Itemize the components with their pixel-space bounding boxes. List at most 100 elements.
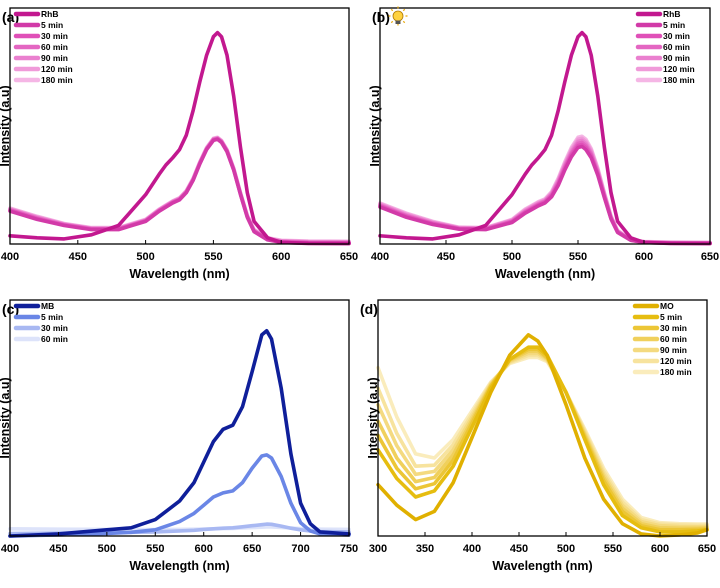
- x-tick-label: 600: [195, 543, 213, 555]
- legend-label: 60 min: [660, 334, 687, 344]
- series-line: [376, 345, 709, 534]
- legend-label: 120 min: [41, 64, 73, 74]
- legend-label: 5 min: [663, 20, 685, 30]
- legend-label: 30 min: [660, 323, 687, 333]
- series-line: [376, 333, 709, 538]
- series-line: [378, 138, 712, 245]
- x-tick-label: 550: [569, 251, 587, 263]
- bulb-glass: [392, 10, 404, 22]
- panel-label: (a): [2, 9, 19, 25]
- legend-label: 180 min: [41, 75, 73, 85]
- x-tick-label: 550: [146, 543, 164, 555]
- legend-label: 60 min: [663, 42, 690, 52]
- series-line: [378, 136, 712, 245]
- x-tick-label: 550: [604, 543, 622, 555]
- series-line: [8, 30, 351, 246]
- legend-label: MO: [660, 301, 674, 311]
- x-tick-label: 450: [49, 543, 67, 555]
- x-tick-label: 650: [243, 543, 261, 555]
- legend-label: MB: [41, 301, 54, 311]
- legend-label: 90 min: [660, 345, 687, 355]
- x-tick-label: 450: [510, 543, 528, 555]
- legend-label: 30 min: [663, 31, 690, 41]
- legend-label: 120 min: [660, 356, 692, 366]
- x-tick-label: 400: [463, 543, 481, 555]
- x-tick-label: 650: [698, 543, 716, 555]
- series-line: [8, 329, 351, 538]
- light-ray: [402, 20, 406, 24]
- x-axis-title: Wavelength (nm): [129, 559, 229, 573]
- legend-label: 90 min: [663, 53, 690, 63]
- light-ray: [390, 8, 394, 12]
- x-tick-label: 600: [272, 251, 290, 263]
- legend-label: 120 min: [663, 64, 695, 74]
- x-tick-label: 600: [651, 543, 669, 555]
- legend-label: 180 min: [660, 367, 692, 377]
- legend-label: 30 min: [41, 31, 68, 41]
- plot-frame: [9, 299, 350, 537]
- x-tick-label: 300: [369, 543, 387, 555]
- legend-label: 60 min: [41, 42, 68, 52]
- series-line: [376, 353, 709, 528]
- series-line: [376, 351, 709, 529]
- x-axis-title: Wavelength (nm): [129, 267, 229, 281]
- chart-panel: 400 450 500 550 600 650 Wavelength (nm) Intensi…: [368, 6, 719, 281]
- x-tick-label: 500: [98, 543, 116, 555]
- chart-panel: 400 450 500 550 600 650 Wavelength (nm) Intensi…: [0, 7, 358, 281]
- x-tick-label: 350: [416, 543, 434, 555]
- legend-label: 5 min: [41, 312, 63, 322]
- x-tick-label: 450: [437, 251, 455, 263]
- x-tick-label: 550: [204, 251, 222, 263]
- series-line: [378, 30, 712, 246]
- bulb-base: [395, 20, 401, 24]
- x-tick-label: 500: [557, 543, 575, 555]
- legend-label: RhB: [41, 9, 58, 19]
- series-line: [378, 144, 712, 246]
- x-tick-label: 400: [371, 251, 389, 263]
- series-line: [8, 136, 351, 245]
- y-axis-title: Intensity (a.u): [0, 85, 12, 166]
- x-axis-title: Wavelength (nm): [495, 267, 595, 281]
- y-axis-title: Intensity (a.u): [0, 377, 12, 458]
- plot-frame: [9, 7, 350, 245]
- panel-label: (c): [2, 301, 19, 317]
- chart-panel: 400 450 500 550 600 650 700 750 Wavelength (nm) I…: [0, 299, 358, 573]
- series-line: [8, 137, 351, 245]
- x-tick-label: 500: [503, 251, 521, 263]
- series-line: [376, 349, 709, 530]
- series-line: [378, 142, 712, 245]
- plot-frame: [379, 7, 711, 245]
- panel-label: (d): [360, 301, 378, 317]
- legend-label: 90 min: [41, 53, 68, 63]
- x-tick-label: 600: [635, 251, 653, 263]
- light-ray: [390, 20, 394, 24]
- x-tick-label: 500: [136, 251, 154, 263]
- series-line: [376, 347, 709, 532]
- series-line: [376, 355, 709, 526]
- legend-label: 30 min: [41, 323, 68, 333]
- legend-label: 5 min: [660, 312, 682, 322]
- x-tick-label: 650: [701, 251, 719, 263]
- x-tick-label: 650: [340, 251, 358, 263]
- chart-panel: 300 350 400 450 500 550 600 650 Wavelength (nm) I…: [360, 299, 716, 573]
- panel-label: (b): [372, 9, 390, 25]
- lightbulb-icon: [388, 6, 408, 26]
- light-ray: [402, 8, 406, 12]
- legend-label: 180 min: [663, 75, 695, 85]
- series-line: [378, 140, 712, 245]
- series-line: [8, 453, 351, 538]
- x-tick-label: 400: [1, 251, 19, 263]
- x-axis-title: Wavelength (nm): [492, 559, 592, 573]
- series-line: [8, 137, 351, 246]
- x-tick-label: 450: [69, 251, 87, 263]
- x-tick-label: 700: [291, 543, 309, 555]
- x-tick-label: 750: [340, 543, 358, 555]
- legend-label: 5 min: [41, 20, 63, 30]
- y-axis-title: Intensity (a.u): [366, 377, 380, 458]
- legend-label: RhB: [663, 9, 680, 19]
